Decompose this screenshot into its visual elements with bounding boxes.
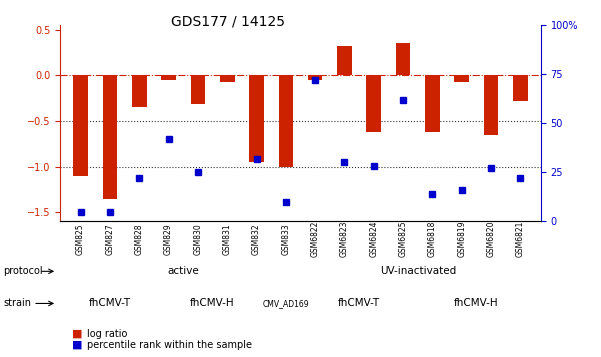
Bar [454,75,469,82]
Bar [249,75,264,162]
Text: ■: ■ [72,340,82,350]
Text: GSM828: GSM828 [135,223,144,255]
Bar [191,75,205,105]
Text: GSM6822: GSM6822 [311,221,320,257]
Text: fhCMV-T: fhCMV-T [338,298,380,308]
Text: fhCMV-H: fhCMV-H [191,298,235,308]
Text: fhCMV-H: fhCMV-H [454,298,499,308]
Bar [161,75,176,80]
Text: GSM6818: GSM6818 [428,221,437,257]
Text: GSM830: GSM830 [194,223,203,255]
Bar [278,75,293,167]
Text: GSM6820: GSM6820 [487,221,496,257]
Text: GSM6824: GSM6824 [369,221,378,257]
Text: active: active [167,266,199,276]
Text: GSM6825: GSM6825 [398,221,407,257]
Text: CMV_AD169: CMV_AD169 [263,299,309,308]
Text: GSM6819: GSM6819 [457,221,466,257]
Bar [425,75,440,132]
Text: GSM825: GSM825 [76,223,85,255]
Bar [513,75,528,101]
Text: GSM832: GSM832 [252,223,261,255]
Text: GSM829: GSM829 [164,223,173,255]
Bar [308,75,323,80]
Bar [396,43,410,75]
Bar [484,75,498,135]
Text: GSM6821: GSM6821 [516,221,525,257]
Text: ■: ■ [72,329,82,339]
Bar [132,75,147,107]
Text: UV-inactivated: UV-inactivated [380,266,456,276]
Bar [220,75,234,82]
Bar [367,75,381,132]
Text: GSM833: GSM833 [281,223,290,255]
Text: log ratio: log ratio [87,329,127,339]
Bar [103,75,117,198]
Bar [73,75,88,176]
Text: strain: strain [3,298,31,308]
Text: GDS177 / 14125: GDS177 / 14125 [171,14,285,28]
Text: GSM831: GSM831 [223,223,232,255]
Text: percentile rank within the sample: percentile rank within the sample [87,340,252,350]
Text: fhCMV-T: fhCMV-T [89,298,131,308]
Bar [337,46,352,75]
Text: GSM827: GSM827 [105,223,114,255]
Text: GSM6823: GSM6823 [340,221,349,257]
Text: protocol: protocol [3,266,43,276]
